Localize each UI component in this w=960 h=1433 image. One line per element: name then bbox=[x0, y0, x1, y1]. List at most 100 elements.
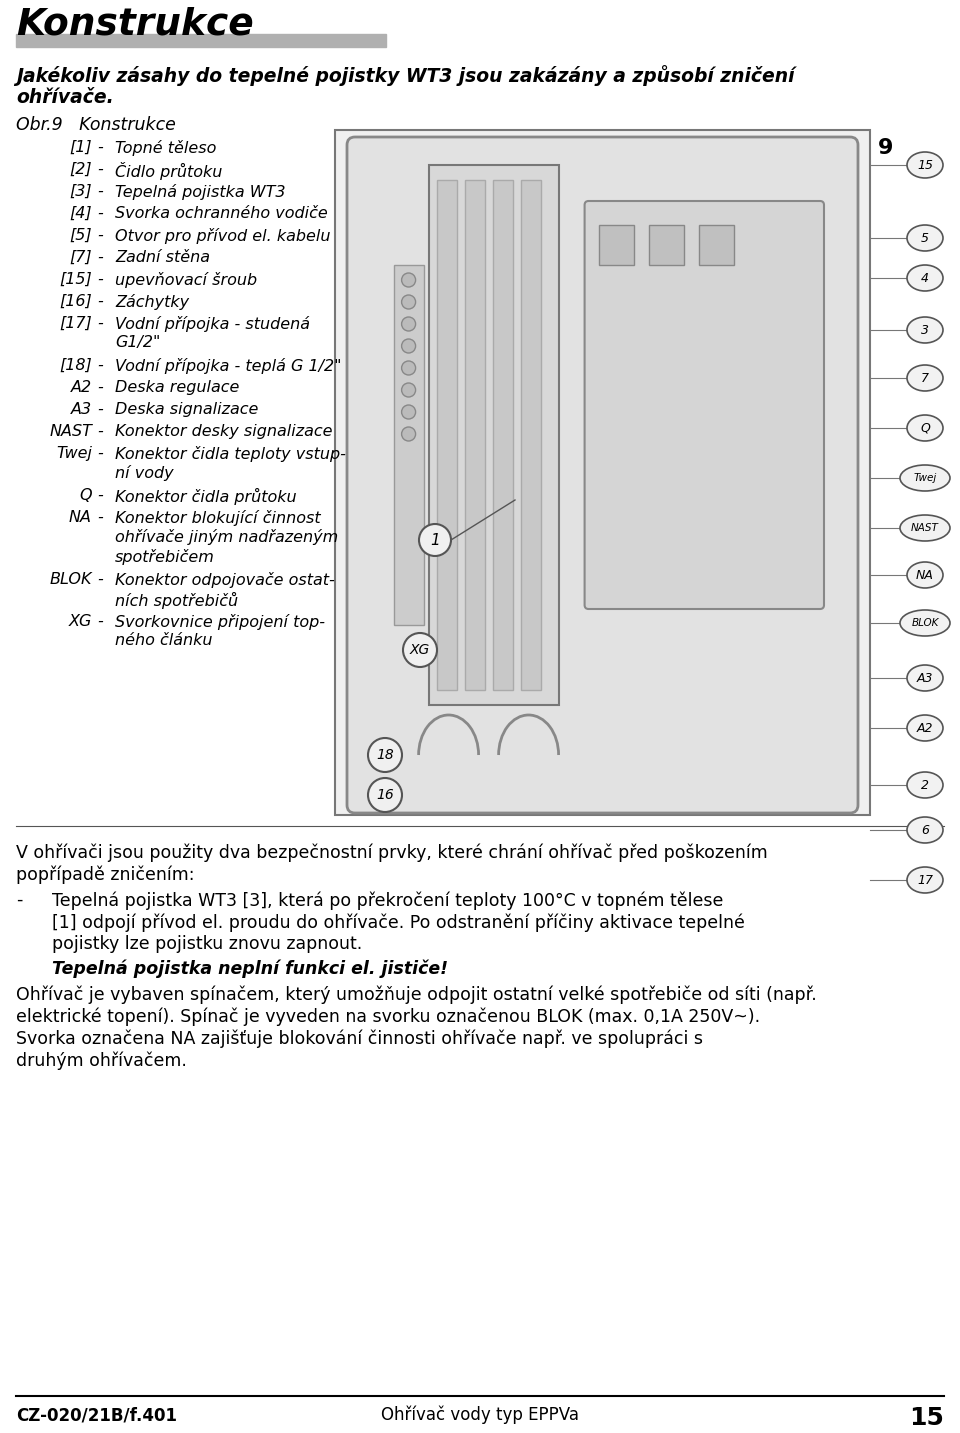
Ellipse shape bbox=[907, 152, 943, 178]
Text: A3: A3 bbox=[917, 672, 933, 685]
Circle shape bbox=[419, 524, 451, 556]
Text: Obr.9   Konstrukce: Obr.9 Konstrukce bbox=[16, 116, 176, 135]
Ellipse shape bbox=[907, 715, 943, 741]
Text: Otvor pro přívod el. kabelu: Otvor pro přívod el. kabelu bbox=[115, 228, 330, 244]
Text: A3: A3 bbox=[71, 403, 92, 417]
Ellipse shape bbox=[907, 416, 943, 441]
Text: -: - bbox=[97, 317, 103, 331]
Text: 15: 15 bbox=[917, 159, 933, 172]
Circle shape bbox=[368, 738, 402, 772]
Text: 7: 7 bbox=[921, 371, 929, 384]
Text: Čidlo průtoku: Čidlo průtoku bbox=[115, 162, 223, 181]
Text: [1] odpojí přívod el. proudu do ohřívače. Po odstranění příčiny aktivace tepelné: [1] odpojí přívod el. proudu do ohřívače… bbox=[52, 913, 745, 931]
Bar bbox=[492, 181, 513, 691]
Text: -: - bbox=[97, 424, 103, 438]
Text: Konektor blokující činnost
ohřívače jiným nadřazeným
spotřebičem: Konektor blokující činnost ohřívače jiný… bbox=[115, 510, 338, 565]
Circle shape bbox=[401, 340, 416, 353]
Text: 17: 17 bbox=[917, 874, 933, 887]
Text: Tepelná pojistka neplní funkci el. jističe!: Tepelná pojistka neplní funkci el. jisti… bbox=[52, 959, 448, 977]
Text: -: - bbox=[97, 294, 103, 310]
Text: Svorkovnice připojení top-
ného článku: Svorkovnice připojení top- ného článku bbox=[115, 613, 325, 648]
Circle shape bbox=[401, 317, 416, 331]
Text: -: - bbox=[97, 183, 103, 199]
Ellipse shape bbox=[907, 365, 943, 391]
Bar bbox=[335, 130, 870, 815]
FancyBboxPatch shape bbox=[585, 201, 824, 609]
Text: Q: Q bbox=[920, 421, 930, 434]
Text: V ohřívači jsou použity dva bezpečnostní prvky, které chrání ohřívač před poškoz: V ohřívači jsou použity dva bezpečnostní… bbox=[16, 843, 768, 861]
Text: -: - bbox=[97, 489, 103, 503]
Text: Ohřívač je vybaven spínačem, který umožňuje odpojit ostatní velké spotřebiče od : Ohřívač je vybaven spínačem, který umožň… bbox=[16, 984, 817, 1003]
FancyBboxPatch shape bbox=[347, 138, 858, 813]
Text: -: - bbox=[97, 572, 103, 588]
Text: Svorka ochranného vodiče: Svorka ochranného vodiče bbox=[115, 206, 327, 221]
Text: druhým ohřívačem.: druhým ohřívačem. bbox=[16, 1050, 187, 1069]
Text: Twej: Twej bbox=[56, 446, 92, 461]
Text: Deska signalizace: Deska signalizace bbox=[115, 403, 258, 417]
Text: -: - bbox=[97, 228, 103, 244]
Text: -: - bbox=[97, 162, 103, 178]
Text: Konektor odpojovače ostat-
ních spotřebičů: Konektor odpojovače ostat- ních spotřebi… bbox=[115, 572, 335, 609]
Text: [16]: [16] bbox=[60, 294, 92, 310]
Ellipse shape bbox=[907, 817, 943, 843]
Text: Konektor desky signalizace: Konektor desky signalizace bbox=[115, 424, 332, 438]
Text: 1: 1 bbox=[430, 533, 440, 547]
Ellipse shape bbox=[900, 514, 950, 542]
Text: NA: NA bbox=[69, 510, 92, 524]
Circle shape bbox=[401, 295, 416, 310]
Bar bbox=[649, 225, 684, 265]
Circle shape bbox=[401, 406, 416, 418]
Text: 5: 5 bbox=[921, 232, 929, 245]
Bar bbox=[437, 181, 457, 691]
Text: NAST: NAST bbox=[49, 424, 92, 438]
Text: [4]: [4] bbox=[69, 206, 92, 221]
Text: Tepelná pojistka WT3: Tepelná pojistka WT3 bbox=[115, 183, 285, 201]
Text: 2: 2 bbox=[921, 778, 929, 791]
Text: 18: 18 bbox=[376, 748, 394, 762]
Ellipse shape bbox=[900, 464, 950, 492]
Text: Svorka označena NA zajišťuje blokování činnosti ohřívače např. ve spolupráci s: Svorka označena NA zajišťuje blokování č… bbox=[16, 1029, 703, 1048]
Text: CZ-020/21B/f.401: CZ-020/21B/f.401 bbox=[16, 1406, 177, 1424]
Text: Konektor čidla teploty vstup-
ní vody: Konektor čidla teploty vstup- ní vody bbox=[115, 446, 346, 481]
Text: -: - bbox=[97, 446, 103, 461]
Text: Vodní přípojka - studená
G1/2": Vodní přípojka - studená G1/2" bbox=[115, 317, 310, 350]
Text: Záchytky: Záchytky bbox=[115, 294, 189, 310]
Text: -: - bbox=[16, 891, 22, 909]
Bar bbox=[699, 225, 733, 265]
Text: -: - bbox=[97, 403, 103, 417]
Text: 15: 15 bbox=[909, 1406, 944, 1430]
Bar bbox=[465, 181, 485, 691]
Ellipse shape bbox=[907, 317, 943, 342]
Text: -: - bbox=[97, 140, 103, 155]
Text: Twej: Twej bbox=[913, 473, 937, 483]
Text: 9: 9 bbox=[878, 138, 894, 158]
Text: 6: 6 bbox=[921, 824, 929, 837]
Text: -: - bbox=[97, 380, 103, 396]
Bar bbox=[599, 225, 634, 265]
Text: NA: NA bbox=[916, 569, 934, 582]
Circle shape bbox=[368, 778, 402, 813]
Circle shape bbox=[401, 274, 416, 287]
Ellipse shape bbox=[907, 562, 943, 588]
Text: Deska regulace: Deska regulace bbox=[115, 380, 239, 396]
Ellipse shape bbox=[900, 610, 950, 636]
Text: [18]: [18] bbox=[60, 358, 92, 373]
Text: 16: 16 bbox=[376, 788, 394, 802]
Text: [1]: [1] bbox=[69, 140, 92, 155]
Text: -: - bbox=[97, 613, 103, 629]
Bar bbox=[16, 34, 386, 47]
Text: -: - bbox=[97, 249, 103, 265]
Text: Q: Q bbox=[80, 489, 92, 503]
Bar bbox=[520, 181, 540, 691]
Text: [7]: [7] bbox=[69, 249, 92, 265]
Text: Ohřívač vody typ EPPVa: Ohřívač vody typ EPPVa bbox=[381, 1406, 579, 1424]
Text: -: - bbox=[97, 358, 103, 373]
Text: Jakékoliv zásahy do tepelné pojistky WT3 jsou zakázány a způsobí zničení: Jakékoliv zásahy do tepelné pojistky WT3… bbox=[16, 64, 795, 86]
Text: XG: XG bbox=[410, 643, 430, 656]
Text: Konektor čidla průtoku: Konektor čidla průtoku bbox=[115, 489, 297, 504]
Text: A2: A2 bbox=[71, 380, 92, 396]
Ellipse shape bbox=[907, 225, 943, 251]
Ellipse shape bbox=[907, 265, 943, 291]
Text: [17]: [17] bbox=[60, 317, 92, 331]
Text: Topné těleso: Topné těleso bbox=[115, 140, 216, 156]
